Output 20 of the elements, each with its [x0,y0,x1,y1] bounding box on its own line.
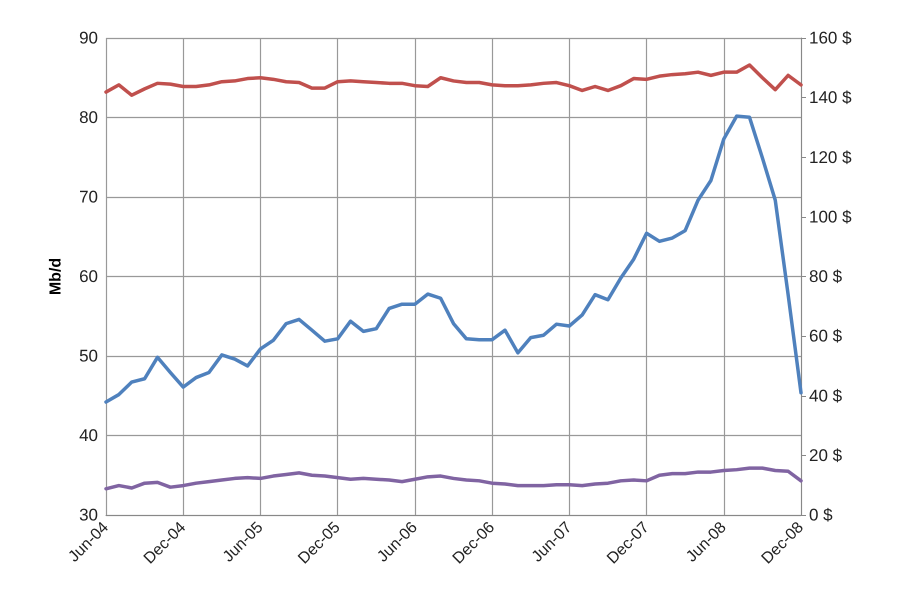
y2-tick-label: 100 $ [809,207,852,226]
line-series [104,114,803,404]
y2-tick-label: 120 $ [809,148,852,167]
y-tick-label: 70 [79,188,98,206]
y2-tick-label: 80 $ [809,267,843,286]
y-tick-label: 40 [79,426,98,445]
y-axis-title: Mb/d [48,258,64,296]
line-series [104,466,803,491]
y2-tick-label: 40 $ [809,386,843,406]
y-tick-label: 30 [79,506,98,524]
y2-tick-label: 0 $ [809,506,834,524]
y2-tick-label: 60 $ [809,326,843,346]
y-tick-label: 80 [79,108,98,127]
y-tick-label: 60 [79,267,98,286]
y-tick-label: 50 [79,346,98,366]
y2-tick-label: 140 $ [809,88,852,108]
y2-tick-label: 160 $ [809,28,852,48]
y2-tick-label: 20 $ [809,446,843,465]
line-series [104,63,803,97]
y-tick-label: 90 [79,28,98,48]
